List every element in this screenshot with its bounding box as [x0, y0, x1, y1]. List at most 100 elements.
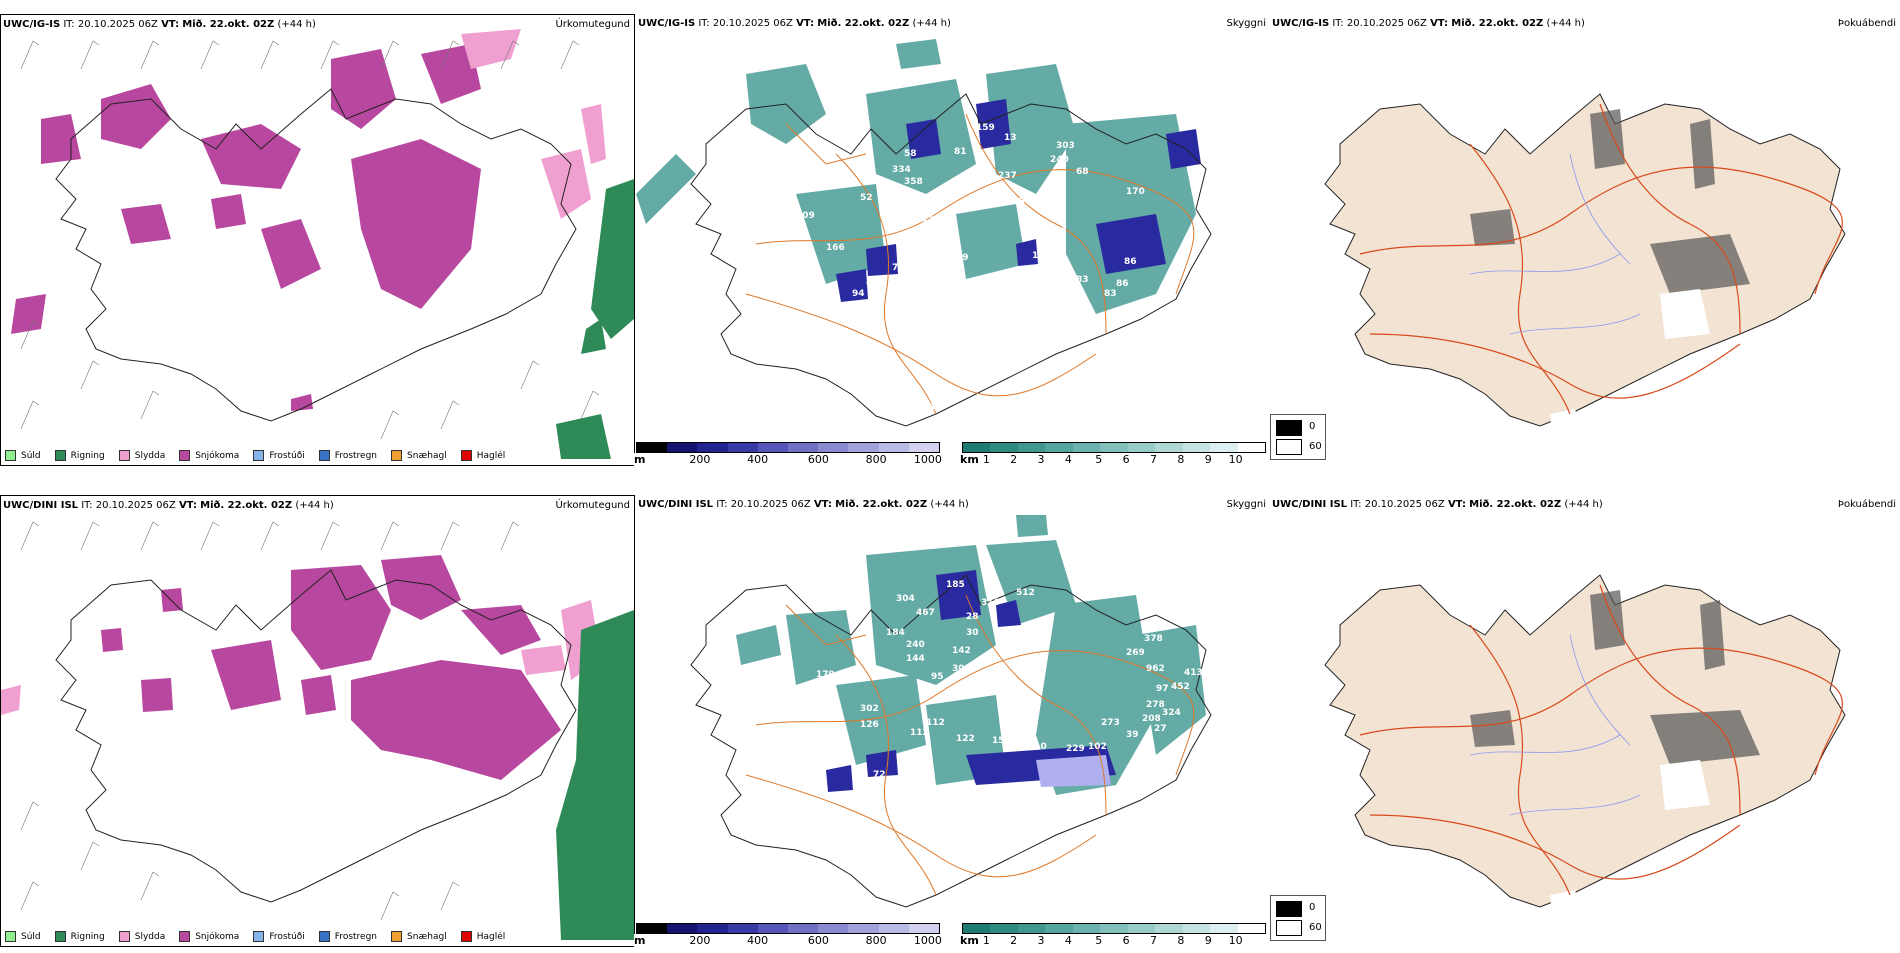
tick: 4	[1064, 453, 1072, 466]
precip-map	[1, 521, 634, 940]
legend-item: Frostúði	[253, 931, 305, 942]
tick: 2	[1010, 934, 1018, 947]
value-label: 86	[1124, 257, 1137, 267]
legend-item: Snjókoma	[179, 931, 239, 942]
tick: 600	[807, 934, 829, 947]
value-label: 229	[1066, 744, 1085, 754]
fog-legend: 0 60	[1270, 895, 1326, 941]
value-label: 278	[1146, 700, 1165, 710]
value-label: 452	[1171, 682, 1190, 692]
tick: 1000	[913, 934, 942, 947]
value-label: 91	[1016, 690, 1029, 700]
tick: 8	[1177, 453, 1185, 466]
tick: 9	[1204, 934, 1212, 947]
panel-title: Skyggni	[1226, 499, 1266, 510]
value-label: 391	[666, 674, 685, 684]
tick: 2	[1010, 453, 1018, 466]
ceiling-unit: m	[634, 934, 646, 947]
value-label: 30	[966, 628, 979, 638]
value-label: 16	[984, 195, 997, 205]
value-label: 316	[981, 598, 1000, 608]
value-label: 240	[906, 640, 925, 650]
value-label: 13	[1004, 133, 1017, 143]
value-label: 185	[946, 580, 965, 590]
visibility-panel-2: UWC/DINI ISL IT: 20.10.2025 06Z VT: Mið.…	[634, 495, 1270, 947]
panel-header: UWC/DINI ISL IT: 20.10.2025 06Z VT: Mið.…	[3, 500, 334, 511]
tick: 6	[1122, 934, 1130, 947]
value-label: 159	[976, 123, 995, 133]
legend-item: Rigning	[54, 450, 105, 461]
snow-areas	[11, 44, 481, 411]
precip-map	[11, 29, 634, 459]
tick: 6	[1122, 453, 1130, 466]
ceiling-colorbar: 0 200 400 600 800 1000 m	[634, 442, 942, 472]
value-label: 97	[1156, 684, 1169, 694]
visibility-colorbar: 1 2 3 4 5 6 7 8 9 10 km	[960, 923, 1266, 953]
value-label: 334	[892, 165, 911, 175]
value-label: 144	[906, 654, 925, 664]
rain-areas	[556, 179, 634, 459]
legend-item: Snjókoma	[179, 450, 239, 461]
value-labels: 304 185 27 512 467 28 316 184 240 30 269…	[666, 576, 1203, 898]
legend-item: Snæhagl	[391, 931, 447, 942]
visibility-unit: km	[960, 934, 979, 947]
tick: 1000	[913, 453, 942, 466]
tick: 7	[1150, 934, 1158, 947]
value-label: 358	[904, 177, 923, 187]
value-label: 142	[952, 646, 971, 656]
panel-header: UWC/IG-IS IT: 20.10.2025 06Z VT: Mið. 22…	[1272, 18, 1585, 29]
tick: 5	[1095, 453, 1103, 466]
value-label: 122	[956, 734, 975, 744]
legend-item: Rigning	[54, 931, 105, 942]
tick: 200	[689, 453, 711, 466]
value-label: 305	[1048, 207, 1067, 217]
value-label: 609	[796, 211, 815, 221]
panel-header: UWC/DINI ISL IT: 20.10.2025 06Z VT: Mið.…	[1272, 499, 1603, 510]
value-label: 71	[892, 263, 905, 273]
panel-header: UWC/DINI ISL IT: 20.10.2025 06Z VT: Mið.…	[638, 499, 969, 510]
legend-item: Súld	[5, 450, 41, 461]
value-label: 378	[1144, 634, 1163, 644]
value-label: 58	[904, 149, 917, 159]
tick: 1	[982, 934, 990, 947]
value-label: 27	[1154, 724, 1167, 734]
value-label: 94	[852, 289, 865, 299]
value-label: 21	[740, 133, 753, 143]
value-label: 27	[986, 576, 999, 586]
panel-title: Þokuábendi	[1837, 18, 1896, 29]
visibility-map: 304 185 27 512 467 28 316 184 240 30 269…	[666, 515, 1212, 908]
value-label: 81	[954, 147, 967, 157]
value-label: 512	[1016, 588, 1035, 598]
ceiling-unit: m	[634, 453, 646, 466]
tick: 400	[747, 934, 769, 947]
value-label: 301	[952, 664, 971, 674]
value-label: 324	[1162, 708, 1181, 718]
legend-item: Snæhagl	[391, 450, 447, 461]
value-label: 498	[1006, 197, 1025, 207]
precip-type-panel-1: UWC/IG-IS IT: 20.10.2025 06Z VT: Mið. 22…	[0, 14, 635, 466]
legend-item: Súld	[5, 931, 41, 942]
value-label: 39	[1126, 730, 1139, 740]
value-label: 166	[826, 243, 845, 253]
visibility-colorbar: 1 2 3 4 5 6 7 8 9 10 km	[960, 442, 1266, 472]
value-label: 252	[1016, 281, 1035, 291]
value-label: 184	[886, 628, 905, 638]
wind-barbs	[20, 40, 600, 440]
value-label: 413	[1184, 668, 1203, 678]
value-label: 01	[998, 271, 1011, 281]
value-label: 304	[896, 594, 915, 604]
value-label: 269	[1126, 648, 1145, 658]
legend-item: Frostregn	[318, 931, 377, 942]
value-label: 112	[926, 718, 945, 728]
value-labels: 21 58 81 159 13 303 334 358 237 240 68 9…	[740, 123, 1145, 413]
value-label: 97	[786, 187, 799, 197]
value-label: 102	[1088, 742, 1107, 752]
value-label: 152	[926, 261, 945, 271]
value-label: 72	[873, 770, 886, 780]
tick: 3	[1037, 934, 1045, 947]
fog-map	[1324, 93, 1846, 432]
tick: 200	[689, 934, 711, 947]
fog-panel-1: UWC/IG-IS IT: 20.10.2025 06Z VT: Mið. 22…	[1270, 14, 1900, 466]
value-label: 28	[966, 612, 979, 622]
value-label: 240	[1050, 155, 1069, 165]
